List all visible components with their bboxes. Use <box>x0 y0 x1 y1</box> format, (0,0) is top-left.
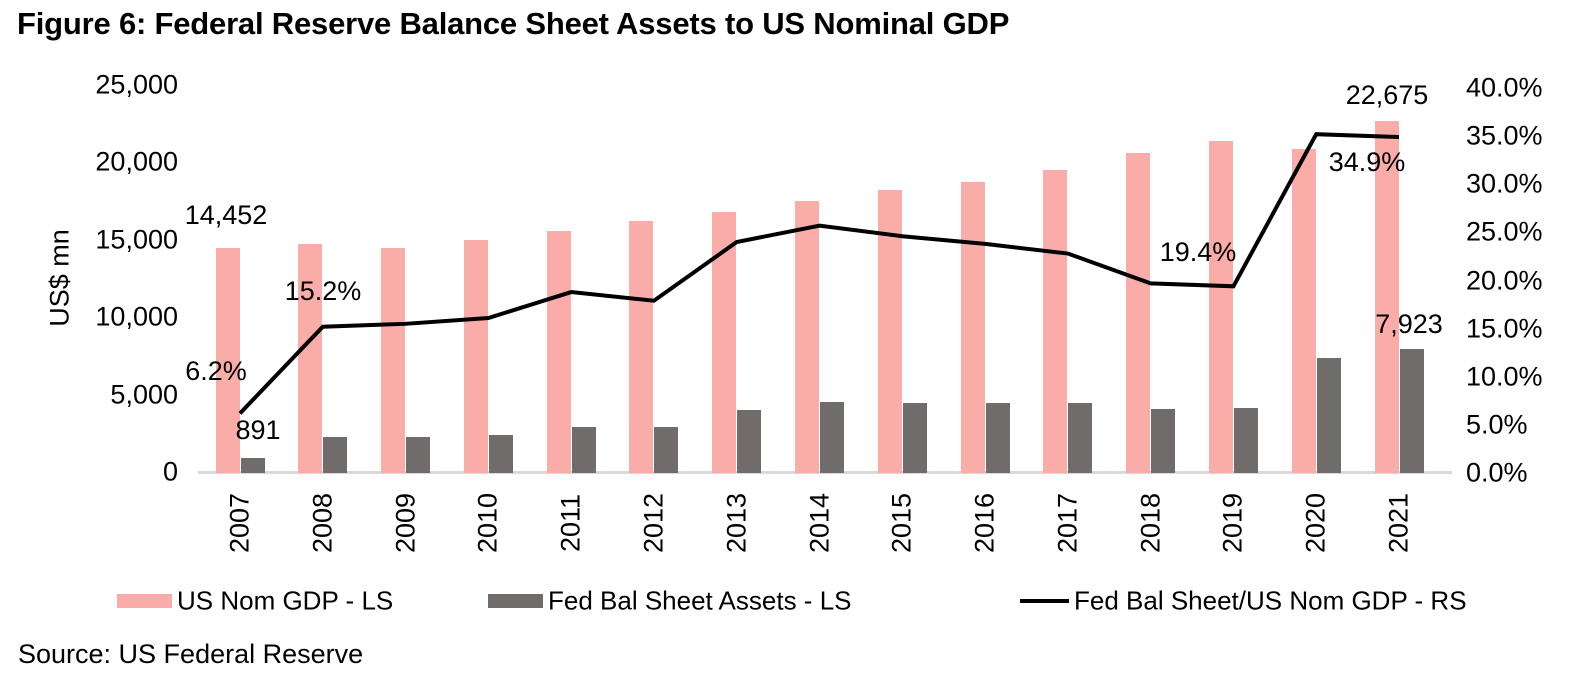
fed-assets-bar-2007 <box>240 458 265 474</box>
annotation-22675: 22,675 <box>1345 80 1429 110</box>
fed-assets-bar-2019 <box>1233 407 1258 474</box>
legend-swatch-gdp <box>117 594 172 608</box>
fed-assets-bar-2008 <box>323 437 348 474</box>
fed-assets-bar-2010 <box>488 434 513 474</box>
source-note: Source: US Federal Reserve <box>18 639 364 669</box>
annotation-34.9: 34.9% <box>1328 147 1406 177</box>
annotation-19.4: 19.4% <box>1159 237 1237 267</box>
chart-title: Figure 6: Federal Reserve Balance Sheet … <box>17 6 1010 41</box>
gdp-bar-2007 <box>215 248 240 474</box>
right-axis-tick-label: 15.0% <box>1466 313 1543 344</box>
fed-assets-bar-2012 <box>654 426 679 474</box>
x-axis-year-label: 2012 <box>638 492 669 554</box>
gdp-bar-2011 <box>546 231 571 474</box>
annotation-14452: 14,452 <box>184 200 268 230</box>
x-axis-year-label: 2008 <box>307 492 338 554</box>
right-axis-tick-label: 0.0% <box>1466 457 1528 488</box>
fed-assets-bar-2016 <box>985 403 1010 474</box>
right-axis-tick-label: 35.0% <box>1466 120 1543 151</box>
fed-assets-bar-2009 <box>406 437 431 474</box>
x-axis-year-label: 2020 <box>1300 492 1331 554</box>
right-axis-tick-label: 20.0% <box>1466 265 1543 295</box>
x-axis-year-label: 2019 <box>1217 492 1248 554</box>
legend-label-ratio-line: Fed Bal Sheet/US Nom GDP - RS <box>1074 585 1467 616</box>
legend-swatch-ratio-line <box>1020 599 1069 603</box>
left-axis-tick-label: 15,000 <box>95 224 178 255</box>
annotation-891: 891 <box>235 415 281 445</box>
right-axis-tick-label: 5.0% <box>1466 409 1528 440</box>
gdp-bar-2016 <box>960 182 985 474</box>
x-axis-year-label: 2016 <box>969 492 1000 554</box>
fed-assets-bar-2011 <box>571 426 596 474</box>
right-axis-tick-label: 10.0% <box>1466 361 1543 392</box>
x-axis-year-label: 2009 <box>390 492 421 554</box>
x-axis-year-label: 2018 <box>1135 492 1166 554</box>
gdp-bar-2010 <box>463 239 488 474</box>
annotation-15.2: 15.2% <box>284 276 362 306</box>
legend-label-gdp: US Nom GDP - LS <box>177 585 394 616</box>
fed-assets-bar-2017 <box>1068 403 1093 474</box>
x-axis-year-label: 2017 <box>1052 492 1083 554</box>
gdp-bar-2012 <box>629 221 654 474</box>
x-axis-year-label: 2011 <box>555 493 586 553</box>
fed-assets-bar-2015 <box>902 402 927 474</box>
fed-assets-bar-2014 <box>820 402 844 474</box>
legend-label-fed-assets: Fed Bal Sheet Assets - LS <box>548 585 852 616</box>
gdp-bar-2018 <box>1126 153 1151 474</box>
legend-swatch-fed-assets <box>488 594 543 608</box>
gdp-bar-2019 <box>1208 141 1233 474</box>
x-axis-year-label: 2021 <box>1383 492 1414 554</box>
fed-assets-bar-2018 <box>1151 409 1176 474</box>
left-axis-tick-label: 10,000 <box>95 301 178 332</box>
fed-assets-bar-2020 <box>1316 358 1341 474</box>
right-axis-tick-label: 30.0% <box>1466 168 1543 199</box>
gdp-bar-2013 <box>712 212 737 474</box>
x-axis-year-label: 2015 <box>886 492 917 554</box>
gdp-bar-2020 <box>1291 148 1316 474</box>
x-axis-year-label: 2013 <box>721 492 752 554</box>
x-axis-year-label: 2007 <box>224 492 255 554</box>
left-axis-tick-label: 20,000 <box>95 146 178 177</box>
right-axis-tick-label: 40.0% <box>1466 72 1543 103</box>
fed-assets-bar-2021 <box>1399 349 1424 474</box>
gdp-bar-2009 <box>381 248 406 474</box>
x-axis-year-label: 2014 <box>804 492 834 554</box>
gdp-bar-2015 <box>877 189 902 474</box>
right-axis-tick-label: 25.0% <box>1466 216 1543 247</box>
left-axis-tick-label: 5,000 <box>110 379 178 410</box>
gdp-bar-2014 <box>795 200 819 474</box>
annotation-6.2: 6.2% <box>185 356 247 386</box>
x-axis-year-label: 2010 <box>472 492 503 554</box>
left-axis-tick-label: 0 <box>162 456 178 487</box>
annotation-7923: 7,923 <box>1375 309 1443 339</box>
left-axis-tick-label: 25,000 <box>95 69 178 100</box>
fed-assets-bar-2013 <box>737 409 762 474</box>
gdp-bar-2017 <box>1043 169 1068 474</box>
